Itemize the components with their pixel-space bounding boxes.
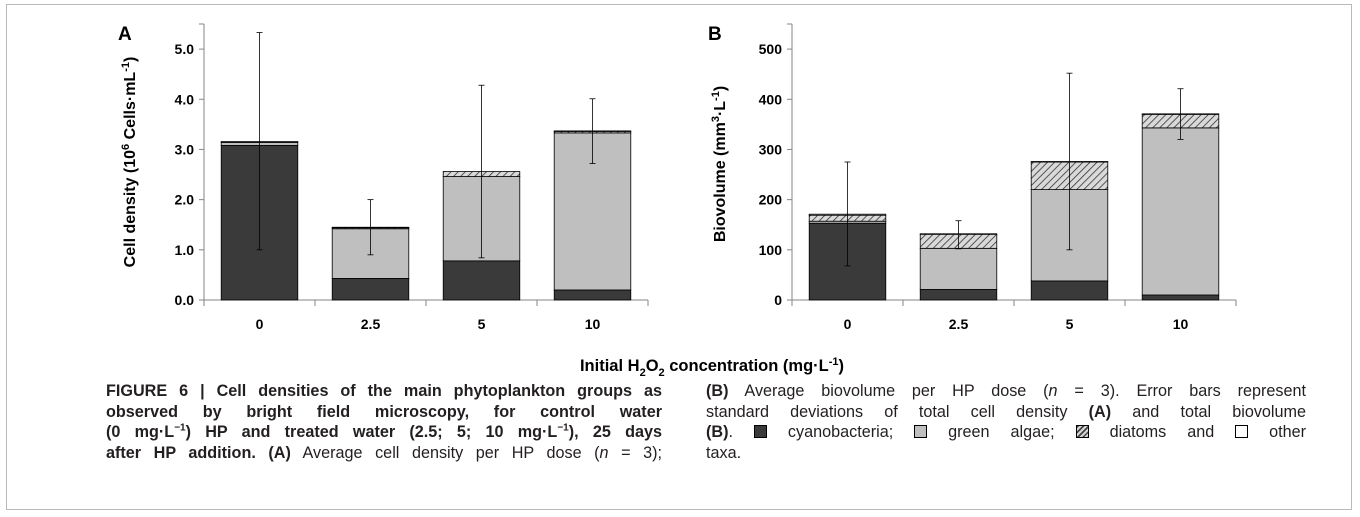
bar-segment-cyanobacteria bbox=[1141, 294, 1220, 301]
panel-b-label: B bbox=[708, 24, 722, 45]
bar-segment-cyanobacteria bbox=[553, 289, 632, 301]
x-tick-label: 2.5 bbox=[949, 316, 969, 332]
y-tick-label: 100 bbox=[759, 242, 783, 258]
legend-swatch-other-taxa bbox=[1235, 425, 1249, 438]
caption-line: after HP addition. (A) Average cell dens… bbox=[106, 443, 662, 462]
legend-swatch-cyanobacteria bbox=[753, 425, 767, 438]
x-tick-label: 2.5 bbox=[361, 316, 381, 332]
shared-x-axis-label: Initial H2O2 concentration (mg·L-1) bbox=[580, 356, 844, 379]
y-tick-label: 300 bbox=[759, 141, 783, 157]
y-tick-label: 2.0 bbox=[175, 192, 195, 208]
y-tick-label: 500 bbox=[759, 41, 783, 57]
figure-caption-right: (B) Average biovolume per HP dose (n = 3… bbox=[706, 381, 1306, 463]
bar-segment-cyanobacteria bbox=[442, 260, 521, 301]
figure-frame bbox=[6, 4, 1352, 510]
caption-line: observed by bright field microscopy, for… bbox=[106, 402, 662, 421]
bar-segment-green-algae bbox=[1141, 127, 1220, 296]
y-tick-label: 3.0 bbox=[175, 141, 195, 157]
bar-segment-cyanobacteria bbox=[331, 278, 410, 301]
figure-charts: A B Cell density (106 Cells·mL-1) Biovol… bbox=[118, 23, 1237, 379]
panel-a-y-axis-label: Cell density (106 Cells·mL-1) bbox=[120, 57, 139, 268]
bar-segment-cyanobacteria bbox=[1030, 280, 1109, 301]
x-tick-label: 0 bbox=[256, 316, 264, 332]
panel-a-plot: 0.0 1.0 2.0 3.0 4.0 5.0 0 2.5 5 10 bbox=[175, 23, 649, 332]
y-tick-label: 0 bbox=[774, 292, 782, 308]
y-tick-label: 1.0 bbox=[175, 242, 195, 258]
y-tick-label: 4.0 bbox=[175, 91, 195, 107]
caption-line: taxa. bbox=[706, 443, 742, 462]
legend-swatch-green-algae bbox=[914, 425, 928, 438]
y-tick-label: 400 bbox=[759, 91, 783, 107]
x-tick-label: 10 bbox=[585, 316, 601, 332]
panel-a-label: A bbox=[118, 24, 132, 45]
y-tick-label: 0.0 bbox=[175, 292, 195, 308]
caption-legend-line: (B). cyanobacteria; green algae; diatoms… bbox=[706, 423, 1306, 441]
bar-segment-cyanobacteria bbox=[919, 289, 998, 301]
panel-b-y-axis-label: Biovolume (mm3·L-1) bbox=[710, 86, 729, 242]
y-tick-label: 5.0 bbox=[175, 41, 195, 57]
x-tick-label: 5 bbox=[1066, 316, 1074, 332]
legend-swatch-diatoms bbox=[1075, 425, 1089, 438]
x-tick-label: 5 bbox=[478, 316, 486, 332]
panel-b-plot: 0 100 200 300 400 500 0 2.5 5 10 bbox=[759, 23, 1237, 332]
x-tick-label: 10 bbox=[1173, 316, 1189, 332]
caption-line: (0 mg·L−1) HP and treated water (2.5; 5;… bbox=[106, 422, 662, 441]
y-tick-label: 200 bbox=[759, 192, 783, 208]
figure-caption-left: FIGURE 6 | Cell densities of the main ph… bbox=[106, 381, 662, 463]
bar-segment-green-algae bbox=[919, 247, 998, 290]
caption-line: (B) Average biovolume per HP dose (n = 3… bbox=[706, 382, 1306, 400]
x-tick-label: 0 bbox=[844, 316, 852, 332]
caption-line: FIGURE 6 | Cell densities of the main ph… bbox=[106, 382, 662, 400]
caption-line: standard deviations of total cell densit… bbox=[706, 402, 1306, 421]
